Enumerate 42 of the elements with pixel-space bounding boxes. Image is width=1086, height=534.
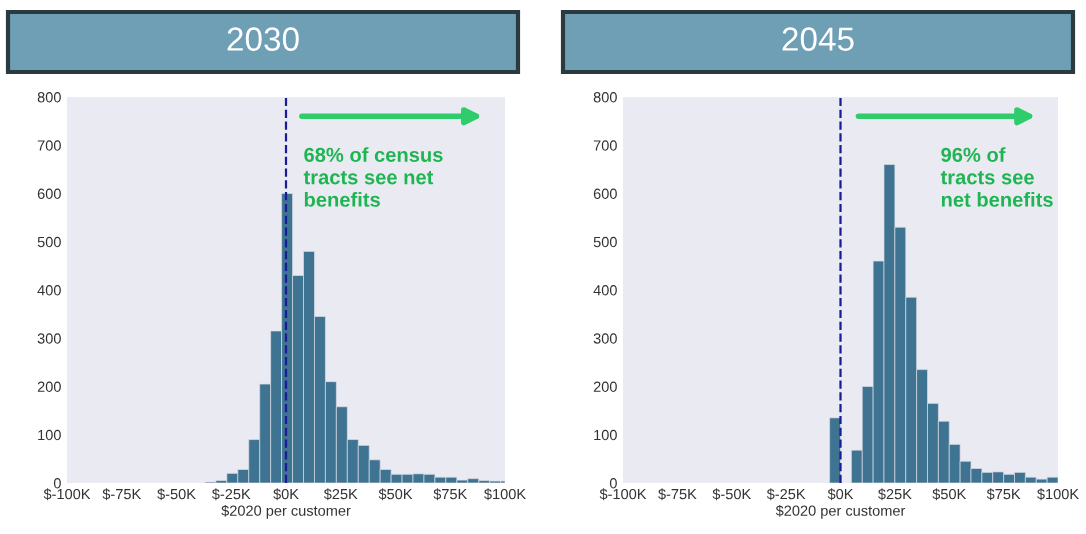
x-tick-label: $75K [986,488,1021,501]
y-tick-label: 200 [37,381,61,392]
x-tick-label: $25K [323,488,358,501]
x-tick-label: $-25K [211,488,251,501]
annotation: 96% of tracts see net benefits [940,147,1053,207]
y-tick-label: 300 [37,333,61,344]
x-tick-label: $100K [1037,488,1079,501]
x-tick-label: $25K [878,488,912,501]
y-tick-label: 100 [594,429,617,441]
y-tick-label: 100 [38,429,61,441]
y-tick-label: 300 [593,333,617,344]
x-tick-label: $0K [273,488,299,501]
x-tick-label: $-75K [102,488,142,501]
x-tick-label: $100K [484,488,526,501]
y-tick-label: 600 [593,188,617,199]
chart-title: 2030 [227,27,299,51]
x-tick-label: $-50K [712,488,752,501]
y-tick-label: 0 [53,478,61,489]
x-tick-label: $-50K [157,488,196,501]
x-tick-label: $-100K [599,488,647,501]
y-tick-label: 800 [593,92,617,103]
chart-title: 2045 [782,27,854,51]
x-axis-title: $2020 per customer [775,504,906,519]
y-tick-label: 400 [593,285,617,296]
x-tick-label: $-100K [43,488,91,501]
x-tick-label: $-75K [658,488,697,501]
y-tick-label: 500 [593,236,617,248]
x-tick-label: $0K [827,488,854,501]
y-tick-label: 600 [37,188,61,199]
y-tick-label: 500 [37,236,61,248]
y-tick-label: 200 [593,381,617,392]
x-tick-label: $75K [433,488,468,501]
annotation: 68% of census tracts see net benefits [303,147,443,207]
x-tick-label: $50K [932,488,967,501]
y-tick-label: 400 [37,285,61,296]
x-tick-label: $-25K [766,488,806,501]
y-tick-label: 700 [37,140,61,151]
y-tick-label: 800 [37,92,61,103]
x-tick-label: $50K [378,488,413,501]
y-tick-label: 0 [609,478,617,489]
y-tick-label: 700 [593,140,617,151]
x-axis-title: $2020 per customer [221,504,351,519]
